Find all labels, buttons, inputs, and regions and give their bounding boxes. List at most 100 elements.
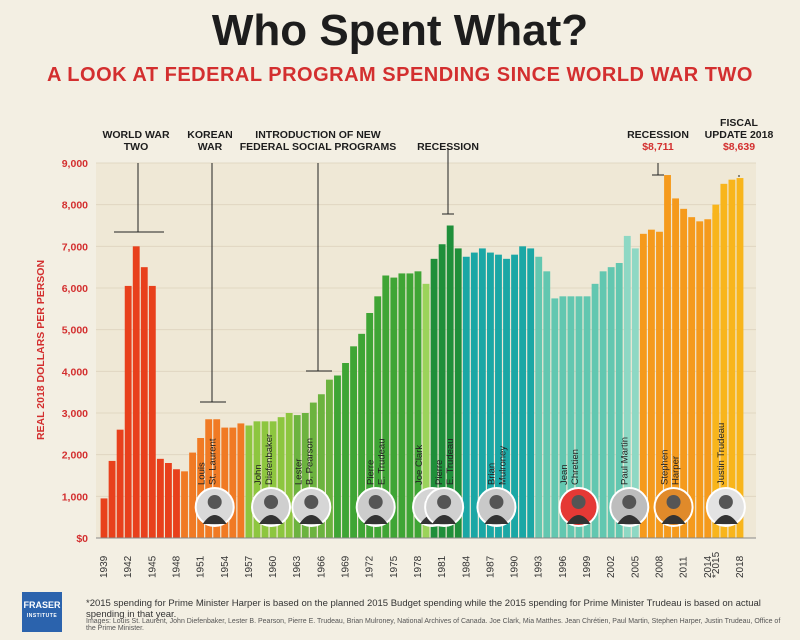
pm-name-label: Mulroney — [497, 446, 508, 485]
x-tick-label: 1972 — [365, 555, 376, 578]
bar — [382, 275, 390, 538]
bar — [680, 208, 688, 539]
pm-name-label: Justin Trudeau — [716, 423, 727, 485]
bar — [350, 346, 357, 538]
annotation-label: RECESSION — [417, 141, 479, 153]
bar — [615, 263, 623, 538]
x-tick-label: 1954 — [220, 555, 231, 578]
bar — [656, 231, 663, 538]
bar — [108, 460, 116, 538]
pm-name-label: Chretien — [570, 449, 581, 485]
pm-name-label: Stephen — [660, 450, 671, 485]
bar — [551, 298, 559, 538]
bar — [156, 458, 164, 538]
x-tick-label: 1963 — [292, 555, 303, 578]
bar — [535, 256, 543, 538]
page-subtitle: A LOOK AT FEDERAL PROGRAM SPENDING SINCE… — [47, 64, 753, 86]
pm-portrait-body — [363, 515, 388, 524]
x-tick-label: 1942 — [123, 555, 134, 578]
x-tick-label: 1996 — [558, 555, 569, 578]
bar — [704, 219, 712, 538]
x-tick-label: 1993 — [534, 555, 545, 578]
pm-name-label: E. Trudeau — [445, 439, 456, 485]
pm-portrait-body — [259, 515, 284, 524]
y-tick-label: 3,000 — [62, 408, 88, 420]
pm-portrait-body — [566, 515, 591, 524]
bar — [205, 419, 213, 538]
bar — [487, 252, 494, 539]
pm-portrait-head — [666, 495, 681, 509]
pm-name-label: B. Pearson — [304, 438, 315, 485]
x-tick-label: 2011 — [679, 556, 690, 578]
bar — [197, 438, 205, 538]
x-tick-label: 1984 — [461, 555, 472, 578]
bar — [213, 419, 221, 538]
bar — [438, 244, 446, 538]
pm-portrait-head — [304, 495, 319, 509]
bar — [334, 375, 341, 538]
pm-name-label: E. Trudeau — [377, 439, 388, 485]
annotation-label: TWO — [124, 141, 149, 153]
bar — [511, 254, 518, 538]
bar — [639, 233, 647, 539]
bar — [623, 235, 631, 538]
bar — [736, 178, 744, 538]
pm-portrait-body — [713, 515, 738, 524]
bar — [527, 248, 535, 538]
y-tick-label: 9,000 — [62, 158, 88, 170]
pm-portrait-head — [489, 495, 504, 509]
pm-portrait-body — [432, 515, 457, 524]
bar — [277, 417, 285, 538]
y-tick-label: 2,000 — [62, 450, 88, 462]
pm-portrait-head — [571, 495, 586, 509]
fraser-logo: FRASER INSTITUTE — [22, 592, 62, 632]
pm-name-label: Pierre — [366, 460, 377, 485]
annotation-label: UPDATE 2018 — [705, 129, 774, 141]
pm-name-label: Brian — [486, 463, 497, 485]
bar — [132, 246, 140, 539]
logo-sub-text: INSTITUTE — [26, 613, 58, 619]
x-tick-label: 1951 — [196, 555, 207, 578]
bar — [664, 175, 671, 538]
x-tick-label: 2002 — [606, 555, 617, 578]
page-title: Who Spent What? — [211, 6, 589, 55]
bar — [301, 413, 309, 538]
pm-name-label: Lester — [293, 459, 304, 485]
pm-portrait-head — [437, 495, 452, 509]
bar — [446, 225, 454, 538]
footnote: *2015 spending for Prime Minister Harper… — [86, 598, 761, 620]
bar — [712, 204, 720, 538]
bar — [189, 452, 196, 538]
bar — [390, 277, 398, 538]
x-tick-label: *2015 — [711, 551, 722, 578]
bar — [366, 313, 374, 538]
x-tick-label: 1978 — [413, 555, 424, 578]
x-tick-label: 1999 — [582, 555, 593, 578]
bar — [720, 183, 728, 539]
pm-portrait-body — [484, 515, 509, 524]
bar — [519, 246, 527, 539]
bar — [503, 258, 510, 538]
annotation-label: $8,639 — [723, 141, 755, 153]
bar — [269, 421, 277, 538]
bar — [454, 248, 462, 538]
x-tick-label: 1957 — [244, 555, 255, 578]
pm-name-label: Joe Clark — [414, 445, 425, 485]
x-tick-label: 1987 — [485, 555, 496, 578]
y-tick-label: $0 — [76, 533, 88, 545]
x-tick-label: 1975 — [389, 555, 400, 578]
pm-portrait-head — [718, 495, 733, 509]
bar — [696, 221, 704, 539]
pm-name-label: Paul Martin — [619, 437, 630, 485]
pm-portrait-head — [207, 495, 222, 509]
bar — [398, 273, 406, 538]
bar — [181, 471, 188, 538]
y-tick-label: 8,000 — [62, 200, 88, 212]
bar — [672, 198, 679, 538]
bar — [285, 413, 293, 538]
annotation-label: INTRODUCTION OF NEW — [255, 129, 380, 141]
bar — [599, 271, 607, 538]
bar — [414, 271, 422, 538]
bar — [430, 258, 438, 538]
annotation-label: WAR — [198, 141, 223, 153]
